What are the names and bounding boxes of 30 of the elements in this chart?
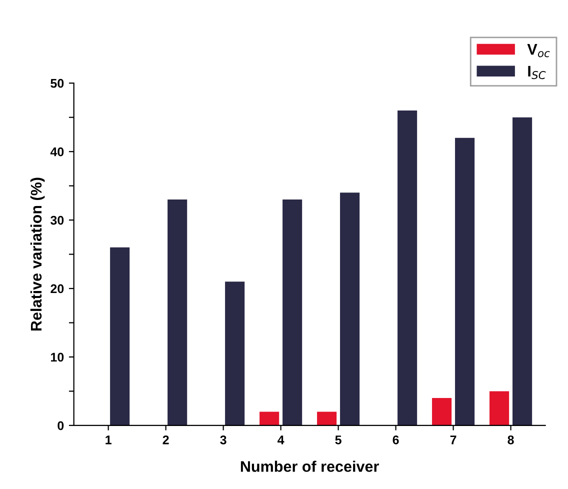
y-tick-label: 0 (58, 421, 64, 430)
legend-label: V$_{oc}$ (527, 44, 550, 58)
bar (432, 398, 452, 426)
legend-label: I$_{SC}$ (528, 66, 546, 80)
y-tick-label: 40 (50, 147, 64, 156)
x-tick-label: 8 (508, 435, 514, 444)
x-tick-label: 4 (278, 436, 284, 444)
bar (168, 200, 188, 426)
x-tick-label: 7 (450, 436, 456, 444)
y-axis-title: Relative variation (%) (30, 178, 45, 331)
bar (455, 138, 475, 426)
x-tick-label: 6 (392, 435, 399, 444)
x-axis-title: Number of receiver (240, 460, 379, 472)
x-tick-label: 5 (335, 436, 342, 444)
bar (260, 412, 280, 426)
bar (282, 200, 302, 426)
x-tick-label: 3 (220, 435, 226, 444)
bar (340, 192, 360, 426)
y-tick-label: 10 (51, 352, 64, 362)
bar (225, 282, 245, 426)
y-tick-label: 20 (50, 284, 64, 294)
bar (398, 110, 418, 426)
y-tick-label: 30 (50, 216, 64, 225)
y-tick-label: 50 (50, 78, 64, 88)
x-tick-label: 1 (106, 436, 112, 444)
bar (512, 117, 532, 426)
bar (490, 391, 510, 426)
bar (110, 247, 130, 426)
bar (317, 412, 337, 426)
x-tick-label: 2 (162, 435, 169, 444)
